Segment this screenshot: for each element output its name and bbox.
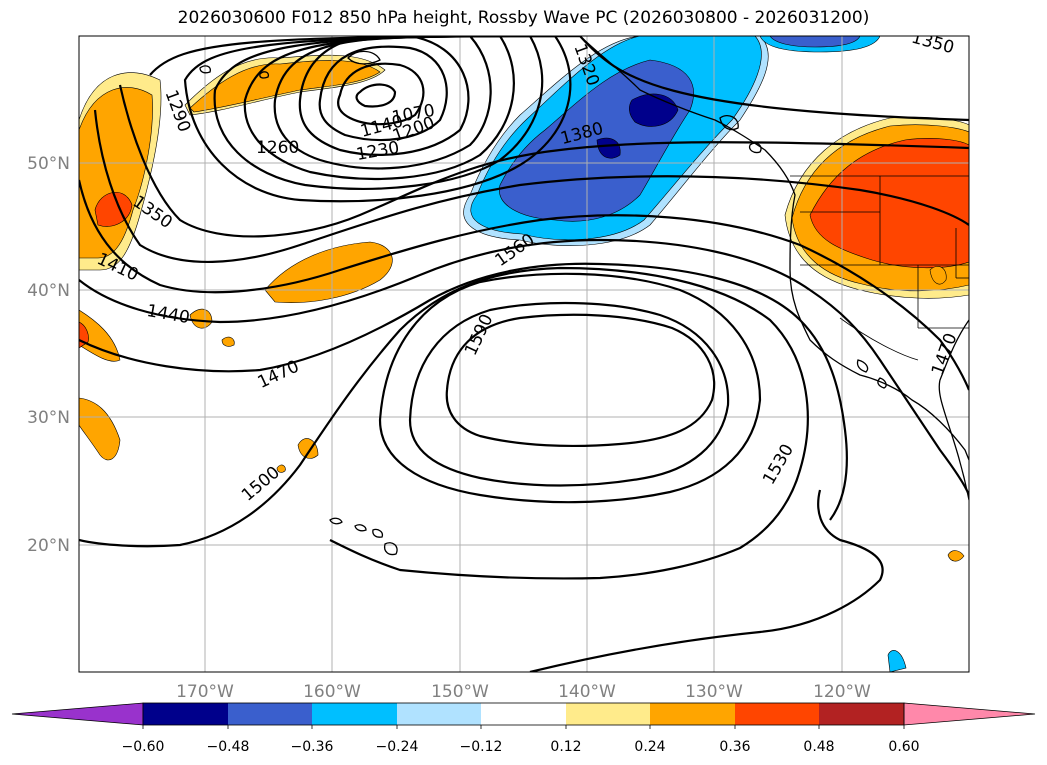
lon-label-140w: 140°W (558, 682, 616, 702)
colorbar-extend-min (11, 702, 144, 726)
colorbar-tick-label: 0.48 (803, 739, 834, 755)
colorbar-tick-label: 0.12 (550, 739, 581, 755)
political-borders (790, 175, 969, 361)
colorbar-tick-label: −0.12 (460, 739, 503, 755)
lat-label-40n: 40°N (27, 281, 70, 301)
colorbar-tick-label: −0.60 (122, 739, 165, 755)
contour-label-1260: 1260 (256, 138, 299, 158)
positive-anomaly-shading (79, 54, 969, 562)
colorbar-tick-label: −0.36 (291, 739, 334, 755)
lon-label-130w: 130°W (685, 682, 743, 702)
lon-label-150w: 150°W (431, 682, 489, 702)
colorbar-extend-max (903, 702, 1036, 726)
latitude-labels: 50°N 40°N 30°N 20°N (27, 154, 70, 556)
colorbar-tick-label: 0.60 (888, 739, 919, 755)
lat-label-30n: 30°N (27, 408, 70, 428)
map-frame (78, 35, 970, 673)
map-title: 2026030600 F012 850 hPa height, Rossby W… (177, 8, 870, 28)
colorbar-swatch-1 (143, 703, 228, 725)
lon-label-120w: 120°W (813, 682, 871, 702)
longitude-labels: 170°W 160°W 150°W 140°W 130°W 120°W (176, 682, 871, 702)
lat-label-20n: 20°N (27, 536, 70, 556)
colorbar-swatch-6 (566, 703, 650, 725)
colorbar-tick-label: −0.24 (376, 739, 419, 755)
lon-label-160w: 160°W (303, 682, 361, 702)
colorbar-swatch-9 (819, 703, 904, 725)
colorbar-swatch-2 (228, 703, 312, 725)
colorbar-swatch-3 (312, 703, 397, 725)
negative-anomaly-shading (463, 36, 907, 672)
colorbar-swatch-7 (650, 703, 735, 725)
colorbar-swatch-5 (481, 703, 566, 725)
lon-label-170w: 170°W (176, 682, 234, 702)
colorbar-tick-label: 0.36 (719, 739, 750, 755)
colorbar: −0.60 −0.48 −0.36 −0.24 −0.12 0.12 0.24 … (11, 702, 1036, 755)
colorbar-swatch-4 (397, 703, 481, 725)
colorbar-tick-label: 0.24 (634, 739, 665, 755)
colorbar-swatch-8 (735, 703, 819, 725)
colorbar-tick-label: −0.48 (207, 739, 250, 755)
coastlines (199, 36, 969, 556)
lat-label-50n: 50°N (27, 154, 70, 174)
